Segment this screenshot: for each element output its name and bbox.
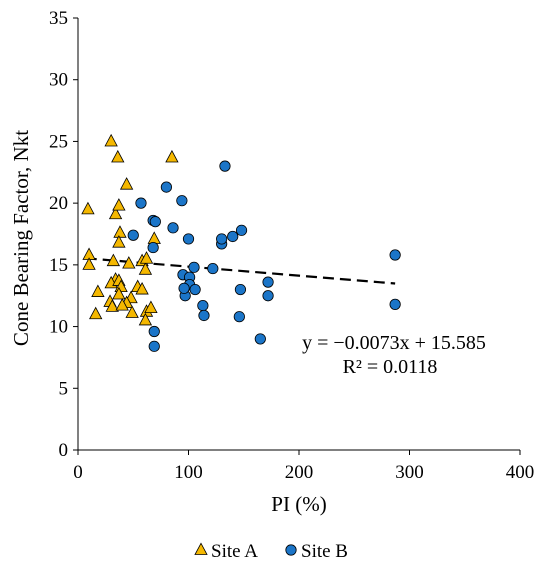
y-tick-label: 5: [59, 378, 69, 399]
y-tick-label: 10: [49, 317, 68, 338]
x-tick-label: 300: [395, 462, 424, 483]
tick-labels: 0 5 10 15 20 25 30 35 0 100 200 300 400: [49, 8, 534, 483]
x-tick-label: 100: [174, 462, 203, 483]
data-point-site-a: [138, 262, 153, 275]
data-point-site-b: [233, 311, 245, 323]
data-point-site-a: [104, 133, 118, 147]
data-point-site-a: [135, 281, 149, 295]
data-point-site-a: [89, 306, 103, 320]
data-point-site-b: [160, 181, 172, 193]
data-point-site-b: [149, 216, 161, 228]
data-point-site-b: [197, 299, 209, 312]
data-point-site-b: [188, 261, 200, 273]
data-point-site-a: [91, 284, 105, 297]
data-point-site-a: [105, 299, 119, 312]
data-point-site-a: [113, 225, 127, 238]
data-point-site-a: [82, 257, 96, 270]
data-point-site-a: [81, 201, 95, 215]
data-point-site-b: [207, 262, 219, 275]
data-point-site-a: [108, 206, 123, 220]
data-point-site-b: [182, 233, 195, 245]
trendline-group: [85, 257, 396, 285]
data-point-site-a: [165, 149, 179, 163]
y-tick-label: 25: [49, 131, 68, 152]
data-point-site-b: [235, 224, 248, 236]
y-axis-title: Cone Bearing Factor, Nkt: [9, 130, 33, 346]
data-point-site-b: [189, 283, 201, 296]
x-tick-label: 200: [285, 462, 314, 483]
x-tick-label: 400: [506, 462, 535, 483]
data-point-site-b: [216, 233, 228, 245]
data-point-site-b: [234, 283, 247, 296]
data-point-site-b: [148, 340, 160, 352]
data-point-site-b: [127, 229, 139, 241]
data-point-site-b: [254, 333, 266, 345]
data-point-site-b: [227, 230, 239, 243]
y-tick-label: 0: [59, 440, 69, 461]
legend-label-site-a: Site A: [211, 541, 258, 562]
data-point-site-a: [106, 253, 121, 267]
data-point-site-b: [176, 195, 188, 207]
legend: Site A Site B: [194, 541, 348, 562]
data-point-site-b: [262, 276, 274, 288]
data-point-site-b: [389, 249, 401, 261]
data-point-site-b: [178, 282, 190, 294]
data-point-site-b: [148, 325, 160, 338]
x-tick-label: 0: [73, 462, 83, 483]
data-point-site-a: [119, 177, 134, 190]
legend-marker-site-b: [285, 544, 297, 556]
data-point-site-a: [122, 256, 136, 269]
data-point-site-b: [262, 290, 274, 302]
data-point-site-b: [198, 309, 210, 322]
data-point-site-a: [115, 298, 129, 311]
data-point-site-b: [147, 241, 159, 254]
trendline: [85, 257, 396, 285]
x-axis-title: PI (%): [271, 492, 326, 516]
trendline-equation: y = −0.0073x + 15.585: [302, 332, 486, 354]
data-point-site-a: [112, 286, 126, 300]
data-point-site-a: [138, 312, 153, 326]
data-point-site-b: [167, 222, 179, 234]
data-point-site-a: [112, 198, 126, 211]
y-tick-label: 15: [49, 255, 68, 276]
y-tick-label: 30: [49, 70, 68, 91]
data-point-site-b: [389, 298, 401, 310]
axes: [73, 17, 521, 455]
data-point-site-b: [135, 197, 147, 209]
legend-marker-site-a: [194, 542, 208, 555]
data-point-site-a: [111, 149, 125, 163]
data-points: [81, 133, 401, 352]
data-point-site-a: [112, 235, 126, 248]
data-point-site-a: [147, 231, 161, 244]
data-point-site-b: [219, 160, 231, 172]
data-point-site-a: [144, 300, 158, 313]
y-tick-label: 35: [49, 8, 68, 29]
y-tick-label: 20: [49, 193, 68, 214]
legend-label-site-b: Site B: [301, 541, 348, 562]
trendline-r2: R² = 0.0118: [343, 356, 438, 378]
data-point-site-a: [125, 305, 139, 318]
data-point-site-a: [139, 251, 154, 264]
